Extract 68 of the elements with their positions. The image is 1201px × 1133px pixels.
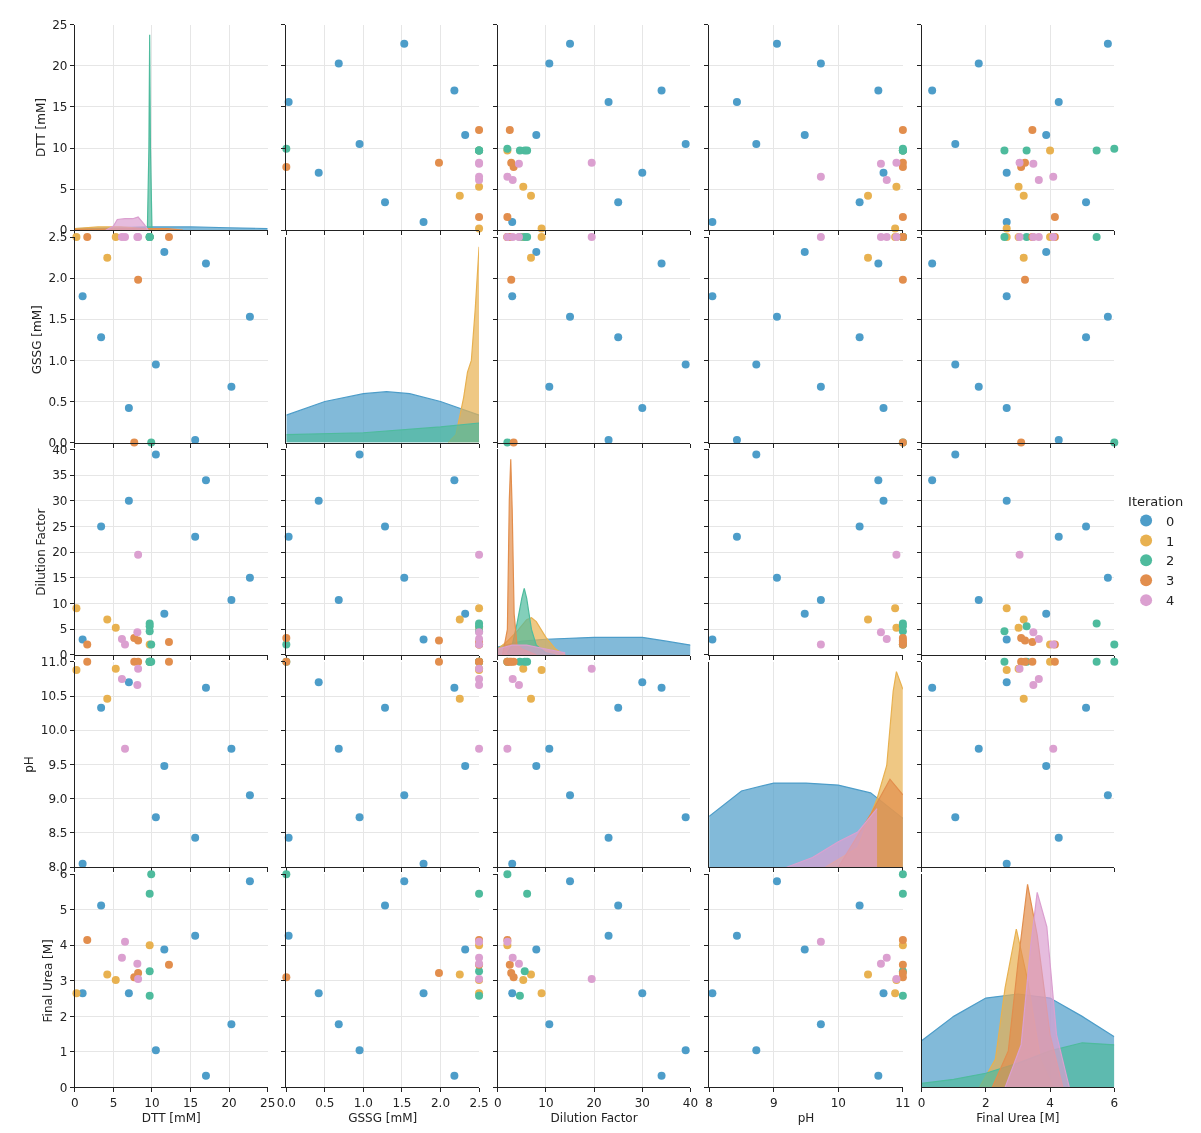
y-axis-title: Dilution Factor [33,508,48,596]
x-tick-label: 0.0 [276,1095,296,1110]
x-tick-label: 9 [769,1095,778,1110]
y-tick-label: 10.5 [40,689,68,704]
y-axis-title: pH [22,756,37,773]
x-tick-label: 40 [682,1095,699,1110]
x-tick-label: 2 [981,1095,990,1110]
x-tick-label: 5 [109,1095,118,1110]
y-tick-label: 20 [52,545,68,560]
x-tick-label: 2.5 [469,1095,489,1110]
x-tick-label: 0 [493,1095,502,1110]
x-tick-label: 20 [586,1095,602,1110]
y-tick-label: 30 [52,494,68,509]
x-tick-label: 4 [1046,1095,1054,1110]
x-tick-label: 1.5 [392,1095,412,1110]
y-tick-label: 2.0 [48,271,68,286]
y-tick-label: 25 [52,17,68,32]
y-tick-label: 5 [59,902,68,917]
y-tick-label: 1.0 [48,353,68,368]
y-tick-label: 1 [59,1045,68,1060]
x-tick-label: 6 [1110,1095,1119,1110]
y-tick-label: 20 [52,59,68,74]
y-tick-label: 5 [59,182,68,197]
y-tick-label: 25 [52,519,68,534]
x-tick-label: 0 [917,1095,926,1110]
x-tick-label: 0.5 [315,1095,335,1110]
x-tick-label: 20 [221,1095,237,1110]
x-tick-label: 15 [182,1095,199,1110]
x-axis-title: GSSG [mM] [348,1110,418,1125]
x-tick-label: 0 [71,1095,79,1110]
x-tick-label: 10 [144,1095,160,1110]
x-tick-label: 1.0 [353,1095,373,1110]
x-axis-title: Dilution Factor [550,1110,638,1125]
legend-label: 4 [1166,593,1175,609]
y-tick-label: 10 [52,596,68,611]
y-tick-label: 9.0 [48,791,68,806]
y-axis-title: DTT [mM] [33,98,48,157]
legend-label: 0 [1166,513,1175,529]
y-tick-label: 2 [59,1009,68,1024]
y-tick-label: 4 [59,938,68,953]
y-tick-label: 0 [59,1080,68,1095]
x-tick-label: 8 [705,1095,713,1110]
x-tick-label: 25 [260,1095,276,1110]
x-tick-label: 10 [538,1095,554,1110]
y-tick-label: 5 [59,622,68,637]
y-tick-label: 10.0 [40,723,68,738]
y-axis-title: Final Urea [M] [41,939,56,1023]
y-tick-label: 0.5 [48,394,68,409]
x-tick-label: 2.0 [430,1095,451,1110]
x-tick-label: 10 [830,1095,846,1110]
legend-label: 3 [1166,573,1175,589]
x-axis-title: DTT [mM] [141,1110,201,1125]
y-tick-label: 3 [59,974,68,989]
x-axis-title: pH [797,1110,815,1125]
legend-label: 1 [1166,533,1175,549]
x-tick-label: 30 [634,1095,650,1110]
y-tick-label: 9.5 [48,757,68,772]
y-tick-label: 35 [52,468,68,483]
y-tick-label: 1.5 [48,312,68,327]
x-axis-title: Final Urea [M] [976,1110,1060,1125]
y-tick-label: 8.5 [48,826,68,841]
legend-title: Iteration [1128,493,1184,509]
legend-label: 2 [1166,553,1175,569]
y-axis-title: GSSG [mM] [29,305,44,375]
y-tick-label: 10 [52,141,68,156]
y-tick-label: 15 [52,100,68,115]
x-tick-label: 11 [895,1095,911,1110]
y-tick-label: 15 [52,571,68,586]
